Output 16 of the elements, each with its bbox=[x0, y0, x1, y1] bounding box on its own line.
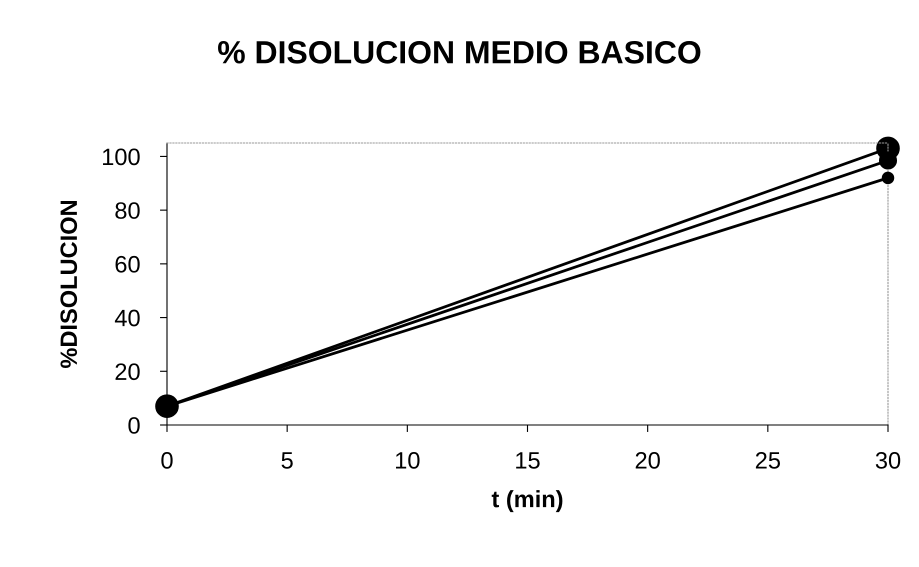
x-tick-label: 0 bbox=[161, 452, 173, 469]
x-tick-label: 25 bbox=[756, 452, 780, 469]
y-tick-label: 100 bbox=[103, 148, 140, 166]
y-tick-label: 40 bbox=[114, 310, 140, 326]
x-tick-label: 30 bbox=[876, 452, 900, 469]
y-tick-label: 60 bbox=[116, 256, 140, 273]
x-tick-label: 15 bbox=[516, 452, 540, 469]
x-tick-label: 5 bbox=[282, 452, 293, 469]
y-axis-title: %DISOLUCION bbox=[60, 200, 78, 368]
y-tick-label: 80 bbox=[115, 202, 140, 219]
y-tick-label: 20 bbox=[116, 363, 140, 380]
x-axis-title: t (min) bbox=[492, 490, 562, 512]
x-tick-label: 10 bbox=[396, 452, 420, 469]
y-tick-label: 0 bbox=[128, 417, 140, 434]
chart-title: % DISOLUCION MEDIO BASICO bbox=[218, 40, 700, 64]
x-tick-label: 20 bbox=[636, 452, 660, 469]
